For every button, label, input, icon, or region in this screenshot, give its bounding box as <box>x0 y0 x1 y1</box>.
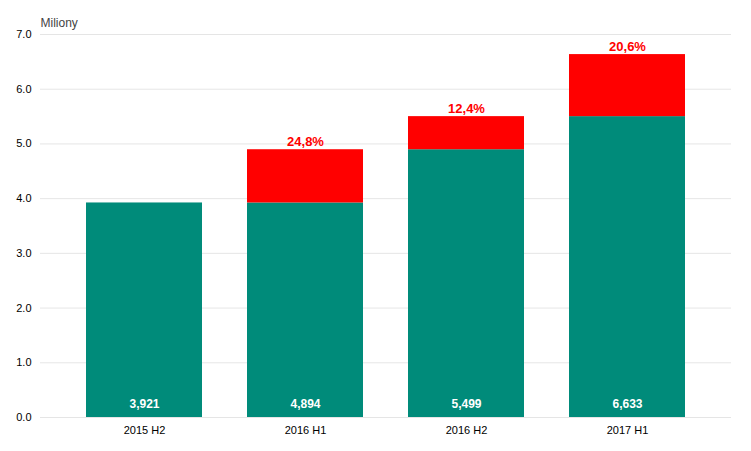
svg-text:4,894: 4,894 <box>290 397 320 411</box>
svg-text:2016 H2: 2016 H2 <box>446 424 488 436</box>
svg-text:2016 H1: 2016 H1 <box>285 424 327 436</box>
svg-text:5.0: 5.0 <box>16 137 31 149</box>
svg-text:2.0: 2.0 <box>16 302 31 314</box>
svg-text:0.0: 0.0 <box>16 411 31 423</box>
svg-text:2017 H1: 2017 H1 <box>607 424 649 436</box>
svg-text:7.0: 7.0 <box>16 28 31 40</box>
svg-text:2015 H2: 2015 H2 <box>124 424 166 436</box>
svg-text:4.0: 4.0 <box>16 192 31 204</box>
svg-text:3.0: 3.0 <box>16 247 31 259</box>
svg-text:6.0: 6.0 <box>16 83 31 95</box>
svg-text:5,499: 5,499 <box>451 397 481 411</box>
svg-text:20,6%: 20,6% <box>609 39 646 54</box>
svg-text:24,8%: 24,8% <box>287 134 324 149</box>
svg-text:12,4%: 12,4% <box>448 101 485 116</box>
svg-text:Miliony: Miliony <box>41 16 78 30</box>
svg-text:3,921: 3,921 <box>129 397 159 411</box>
svg-text:6,633: 6,633 <box>612 397 642 411</box>
svg-text:1.0: 1.0 <box>16 356 31 368</box>
